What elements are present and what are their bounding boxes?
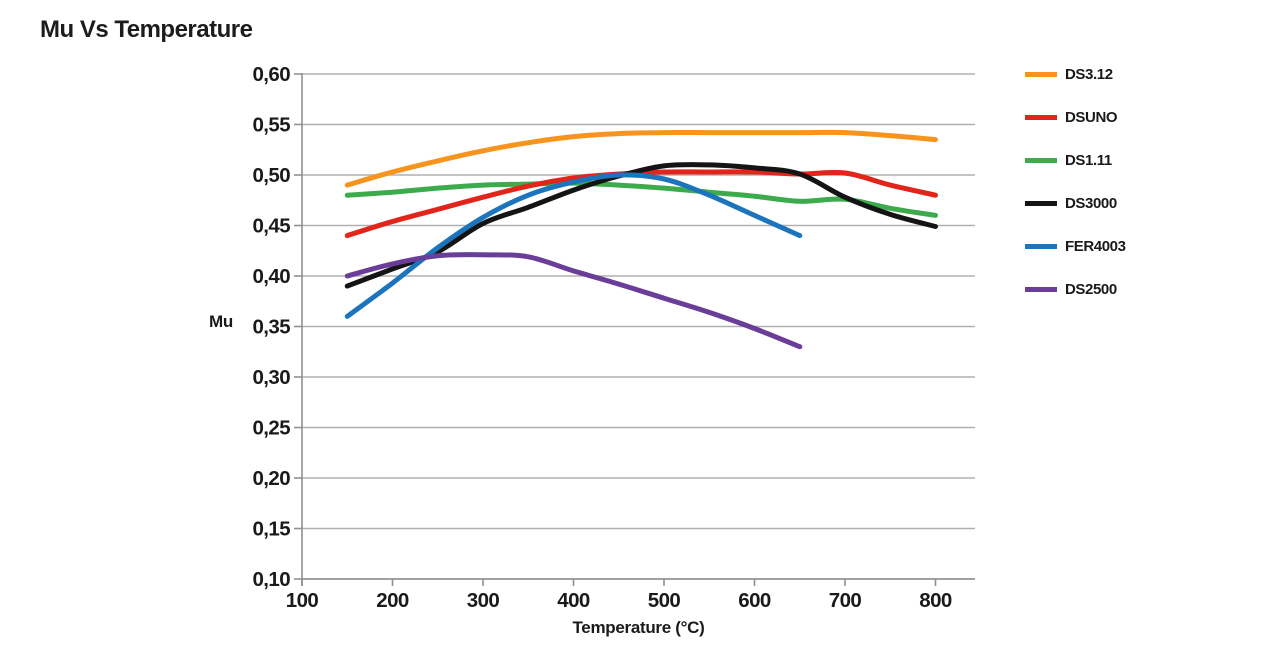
legend-label: DS2500 (1065, 280, 1117, 298)
series-line-ds2500 (344, 252, 803, 350)
y-tick-label: 0,40 (253, 265, 291, 288)
x-tick-label: 600 (738, 589, 771, 612)
series-line-ds312 (344, 129, 938, 188)
y-tick-label: 0,30 (253, 366, 291, 389)
y-axis-title: Mu (209, 312, 233, 331)
y-tick-label: 0,20 (253, 467, 291, 490)
legend-label: DS3000 (1065, 194, 1117, 212)
legend-swatch-ds111 (1025, 157, 1057, 163)
legend-item: DSUNO (1025, 108, 1126, 126)
legend-swatch-fer4003 (1025, 243, 1057, 249)
chart-title: Mu Vs Temperature (40, 16, 253, 43)
y-tick-label: 0,50 (253, 164, 291, 187)
legend: DS3.12 DSUNO DS1.11 DS3000 FER4003 DS2500 (1025, 66, 1126, 324)
legend-item: DS2500 (1025, 280, 1126, 298)
x-tick-label: 500 (648, 589, 681, 612)
y-tick-label: 0,60 (253, 63, 291, 86)
legend-swatch-dsuno (1025, 114, 1057, 120)
x-tick-label: 200 (376, 589, 409, 612)
y-tick-label: 0,35 (253, 316, 291, 339)
y-tick-label: 0,25 (253, 417, 291, 440)
x-tick-label: 400 (557, 589, 590, 612)
legend-item: DS3000 (1025, 194, 1126, 212)
x-tick-label: 800 (919, 589, 952, 612)
series-line-ds3000 (344, 162, 938, 289)
legend-swatch-ds312 (1025, 71, 1057, 77)
legend-label: DSUNO (1065, 108, 1118, 126)
legend-item: DS1.11 (1025, 151, 1126, 169)
legend-item: FER4003 (1025, 237, 1126, 255)
y-tick-label: 0,10 (253, 568, 291, 591)
y-tick-label: 0,45 (253, 215, 291, 238)
x-axis-title: Temperature (°C) (572, 618, 705, 637)
y-tick-label: 0,15 (253, 518, 291, 541)
legend-label: DS1.11 (1065, 151, 1112, 169)
x-tick-label: 300 (467, 589, 500, 612)
y-tick-label: 0,55 (253, 114, 291, 137)
legend-swatch-ds3000 (1025, 200, 1057, 206)
legend-label: FER4003 (1065, 237, 1126, 255)
legend-item: DS3.12 (1025, 65, 1126, 83)
x-tick-label: 700 (829, 589, 862, 612)
legend-swatch-ds2500 (1025, 286, 1057, 292)
legend-label: DS3.12 (1065, 65, 1113, 83)
x-tick-label: 100 (286, 589, 319, 612)
series-line-ds111 (344, 180, 938, 218)
